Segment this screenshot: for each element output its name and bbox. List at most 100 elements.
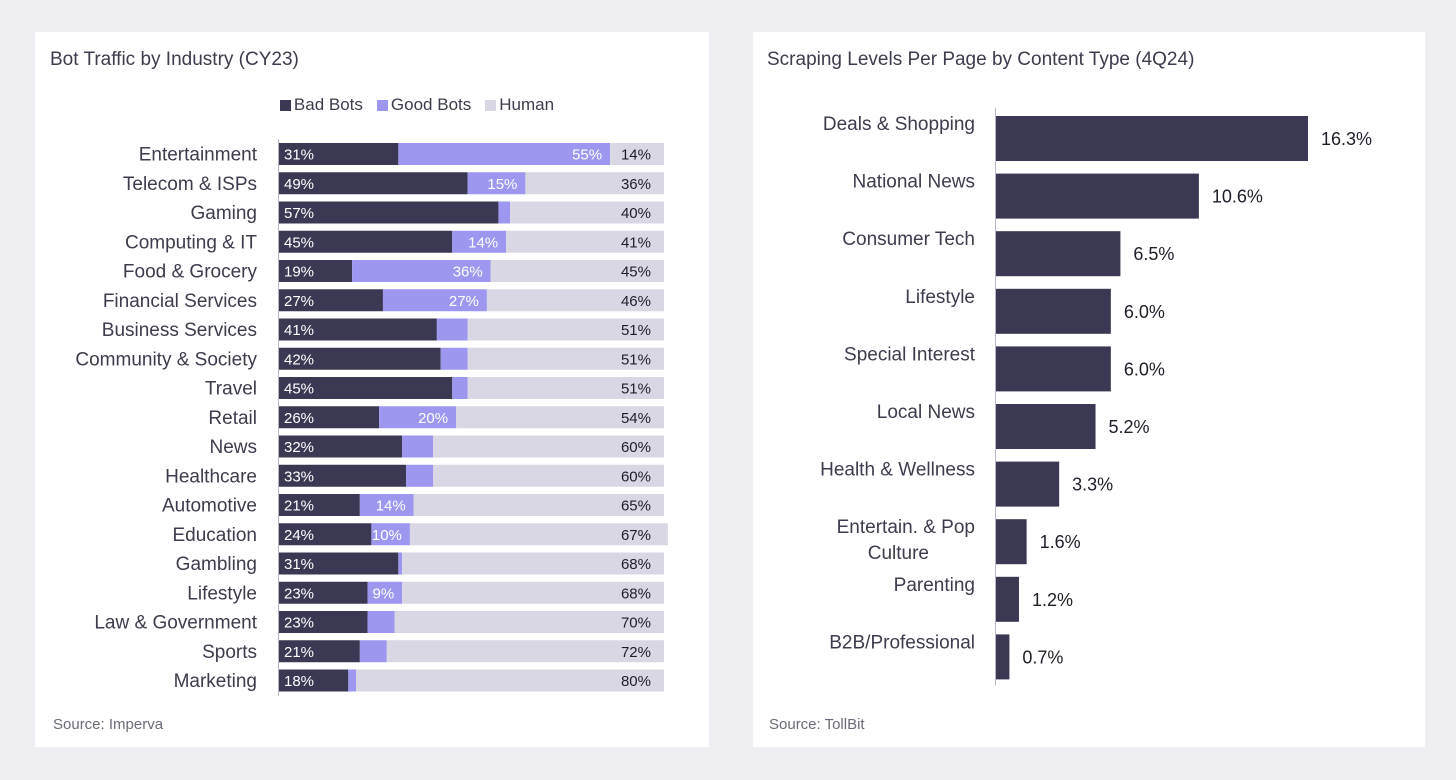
- bar-lifestyle: [996, 288, 1111, 334]
- bar-good-bots-travel: [452, 377, 468, 399]
- bar-good-bots-law-government: [367, 611, 395, 633]
- bar-consumer-tech: [996, 231, 1121, 277]
- label-human-healthcare: 60%: [621, 468, 651, 485]
- category-label-line: Local News: [877, 402, 975, 423]
- bar-human-healthcare: [433, 464, 664, 487]
- category-label-travel: Travel: [205, 379, 257, 400]
- category-label-parenting: Parenting: [894, 575, 975, 596]
- bar-bad-bots-law-government: [279, 611, 368, 633]
- legend-item-good-bots: Good Bots: [376, 95, 472, 115]
- bar-bad-bots-healthcare: [279, 464, 407, 487]
- label-bad-bots-business-services: 41%: [284, 322, 314, 339]
- bar-health-wellness: [996, 461, 1060, 507]
- category-label-business-services: Business Services: [102, 320, 257, 341]
- legend-swatch-good-bots: [376, 99, 388, 111]
- scraping-levels-source: Source: TollBit: [769, 716, 865, 733]
- label-good-bots-food-grocery: 36%: [453, 264, 483, 281]
- label-human-business-services: 51%: [621, 322, 651, 339]
- value-label-national-news: 10.6%: [1212, 187, 1263, 207]
- category-label-gaming: Gaming: [190, 203, 257, 224]
- label-bad-bots-gaming: 57%: [284, 205, 314, 222]
- category-label-line: Consumer Tech: [842, 229, 975, 250]
- bar-entertain-pop-culture: [996, 519, 1027, 565]
- category-label-gambling: Gambling: [176, 554, 257, 575]
- label-bad-bots-financial-services: 27%: [284, 293, 314, 310]
- category-label-retail: Retail: [208, 408, 257, 429]
- bar-human-gambling: [402, 552, 664, 575]
- category-label-line: Entertain. & Pop: [837, 517, 975, 538]
- category-label-local-news: Local News: [877, 402, 975, 423]
- bar-human-business-services: [467, 318, 664, 341]
- category-label-computing-it: Computing & IT: [125, 232, 257, 253]
- bar-bad-bots-gaming: [279, 201, 499, 224]
- bar-human-financial-services: [486, 289, 664, 312]
- label-bad-bots-gambling: 31%: [284, 556, 314, 573]
- category-label-deals-shopping: Deals & Shopping: [823, 114, 975, 135]
- bar-good-bots-gambling: [398, 552, 403, 575]
- legend-swatch-human: [485, 99, 497, 111]
- bar-human-sports: [386, 640, 664, 663]
- bar-good-bots-computing-it: [452, 230, 507, 253]
- bar-special-interest: [996, 346, 1111, 392]
- legend-item-human: Human: [485, 95, 554, 115]
- bar-good-bots-lifestyle: [367, 581, 403, 604]
- value-label-parenting: 1.2%: [1032, 590, 1073, 610]
- category-label-special-interest: Special Interest: [844, 344, 976, 365]
- category-label-financial-services: Financial Services: [103, 291, 257, 312]
- legend-label-bad-bots: Bad Bots: [293, 95, 363, 114]
- bar-good-bots-sports: [359, 640, 387, 663]
- bar-human-food-grocery: [490, 260, 664, 282]
- label-human-automotive: 65%: [621, 498, 651, 515]
- bar-bad-bots-food-grocery: [279, 260, 353, 282]
- category-label-health-wellness: Health & Wellness: [820, 460, 975, 481]
- bar-good-bots-food-grocery: [352, 260, 491, 282]
- bar-bad-bots-marketing: [279, 669, 349, 692]
- bar-good-bots-financial-services: [382, 289, 487, 312]
- label-human-news: 60%: [621, 439, 651, 456]
- value-label-lifestyle: 6.0%: [1124, 302, 1165, 322]
- label-good-bots-retail: 20%: [418, 410, 448, 427]
- legend-swatch-bad-bots: [279, 99, 291, 111]
- bot-traffic-legend: Bad Bots Good Bots Human: [35, 95, 709, 115]
- category-label-community-society: Community & Society: [75, 349, 257, 370]
- scraping-levels-title: Scraping Levels Per Page by Content Type…: [767, 49, 1195, 70]
- bar-human-marketing: [356, 669, 664, 692]
- bot-traffic-chart: Entertainment 31% 55% 14% Telecom & ISPs 49% 1…: [75, 139, 668, 696]
- category-label-healthcare: Healthcare: [165, 466, 257, 487]
- label-good-bots-entertainment: 55%: [572, 147, 602, 164]
- label-good-bots-automotive: 14%: [376, 498, 406, 515]
- label-bad-bots-sports: 21%: [284, 644, 314, 661]
- label-human-marketing: 80%: [621, 673, 651, 690]
- category-label-line: Parenting: [894, 575, 975, 596]
- category-label-telecom-isps: Telecom & ISPs: [123, 174, 257, 195]
- bar-good-bots-marketing: [348, 669, 356, 692]
- legend-label-good-bots: Good Bots: [390, 95, 472, 114]
- bar-human-computing-it: [506, 230, 664, 253]
- value-label-deals-shopping: 16.3%: [1321, 129, 1372, 149]
- label-bad-bots-law-government: 23%: [284, 615, 314, 632]
- bar-human-education: [409, 523, 668, 546]
- bar-bad-bots-lifestyle: [279, 581, 368, 604]
- category-label-lifestyle: Lifestyle: [905, 287, 975, 308]
- bar-bad-bots-news: [279, 435, 403, 458]
- category-label-line: Deals & Shopping: [823, 114, 975, 135]
- bar-bad-bots-computing-it: [279, 230, 453, 253]
- bar-human-travel: [467, 377, 664, 399]
- bar-bad-bots-financial-services: [279, 289, 383, 312]
- label-human-law-government: 70%: [621, 615, 651, 632]
- bar-bad-bots-retail: [279, 406, 380, 429]
- label-human-computing-it: 41%: [621, 234, 651, 251]
- label-bad-bots-food-grocery: 19%: [284, 264, 314, 281]
- label-bad-bots-lifestyle: 23%: [284, 585, 314, 602]
- category-label-consumer-tech: Consumer Tech: [842, 229, 975, 250]
- bar-bad-bots-automotive: [279, 494, 360, 516]
- bar-good-bots-automotive: [359, 494, 414, 516]
- label-bad-bots-travel: 45%: [284, 381, 314, 398]
- bar-bad-bots-business-services: [279, 318, 437, 341]
- bar-human-retail: [456, 406, 664, 429]
- category-label-line: Culture: [868, 543, 929, 564]
- bar-human-news: [433, 435, 664, 458]
- category-label-line: B2B/Professional: [829, 632, 975, 653]
- bot-traffic-source: Source: Imperva: [53, 716, 164, 733]
- label-human-community-society: 51%: [621, 351, 651, 368]
